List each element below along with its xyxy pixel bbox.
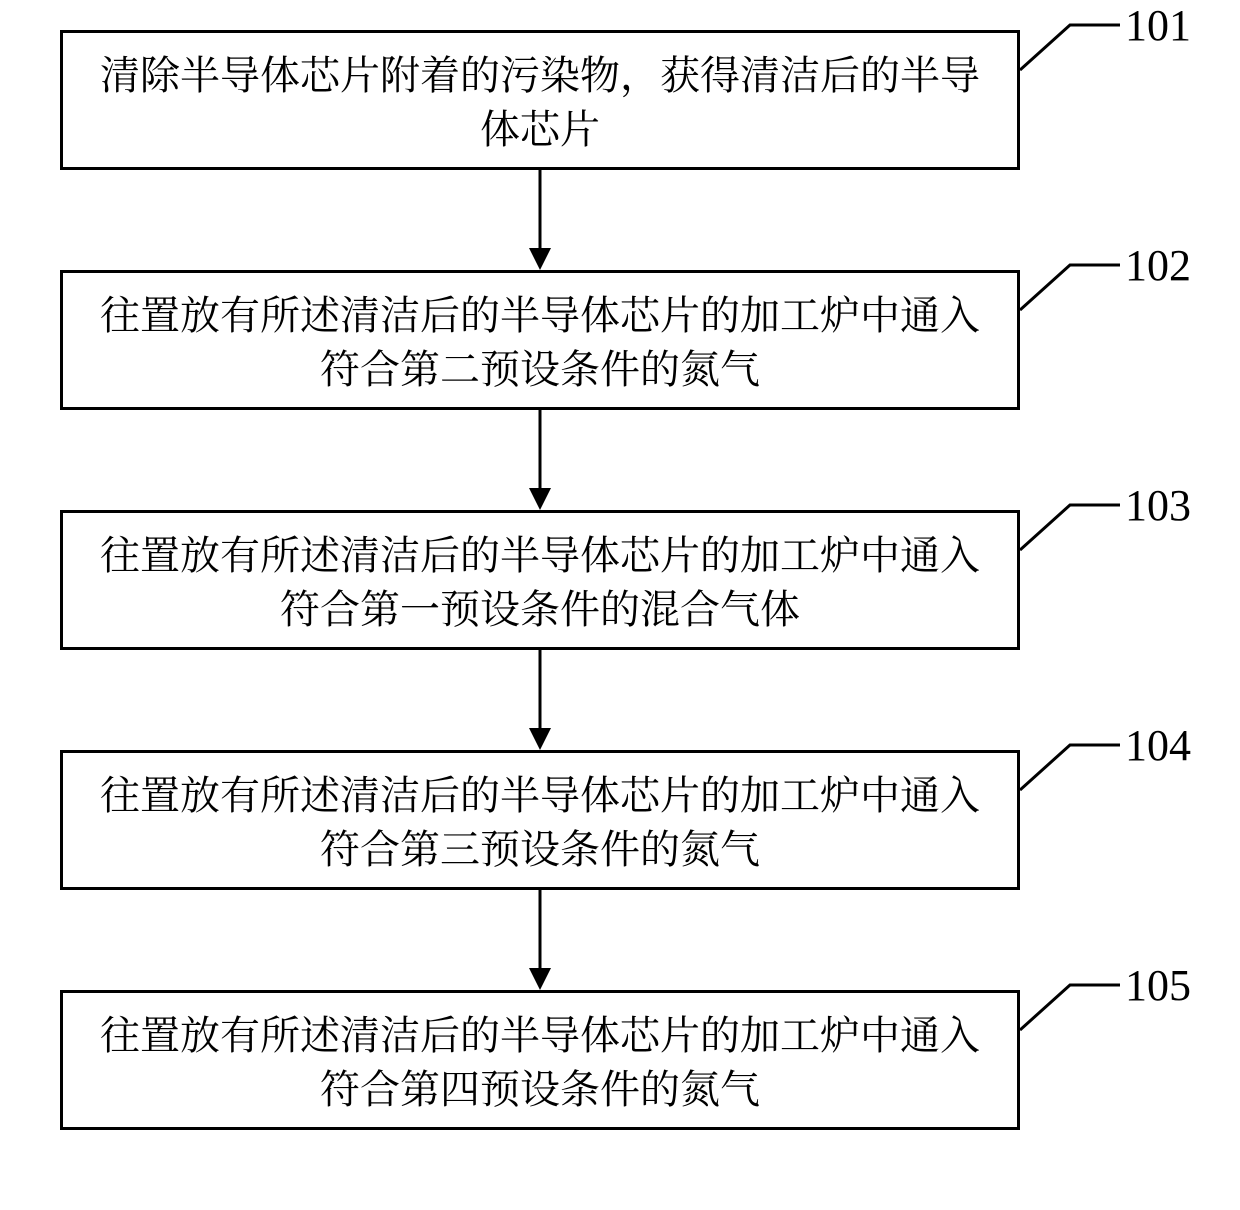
arrow-102-103 [520,410,560,510]
flow-step-101: 清除半导体芯片附着的污染物，获得清洁后的半导体芯片 [60,30,1020,170]
step-label-102: 102 [1125,240,1191,291]
flow-step-text: 往置放有所述清洁后的半导体芯片的加工炉中通入符合第四预设条件的氮气 [83,1006,997,1114]
arrow-104-105 [520,890,560,990]
flow-step-text: 往置放有所述清洁后的半导体芯片的加工炉中通入符合第三预设条件的氮气 [83,766,997,874]
flow-step-103: 往置放有所述清洁后的半导体芯片的加工炉中通入符合第一预设条件的混合气体 [60,510,1020,650]
flow-step-105: 往置放有所述清洁后的半导体芯片的加工炉中通入符合第四预设条件的氮气 [60,990,1020,1130]
flow-step-104: 往置放有所述清洁后的半导体芯片的加工炉中通入符合第三预设条件的氮气 [60,750,1020,890]
flowchart-canvas: 清除半导体芯片附着的污染物，获得清洁后的半导体芯片 往置放有所述清洁后的半导体芯… [0,0,1240,1210]
flow-step-text: 往置放有所述清洁后的半导体芯片的加工炉中通入符合第二预设条件的氮气 [83,286,997,394]
leader-102 [1020,260,1120,320]
flow-step-text: 往置放有所述清洁后的半导体芯片的加工炉中通入符合第一预设条件的混合气体 [83,526,997,634]
step-label-105: 105 [1125,960,1191,1011]
step-label-101: 101 [1125,0,1191,51]
step-label-104: 104 [1125,720,1191,771]
leader-103 [1020,500,1120,560]
leader-105 [1020,980,1120,1040]
leader-101 [1020,20,1120,80]
flow-step-102: 往置放有所述清洁后的半导体芯片的加工炉中通入符合第二预设条件的氮气 [60,270,1020,410]
arrow-101-102 [520,170,560,270]
arrow-103-104 [520,650,560,750]
flow-step-text: 清除半导体芯片附着的污染物，获得清洁后的半导体芯片 [83,46,997,154]
step-label-103: 103 [1125,480,1191,531]
leader-104 [1020,740,1120,800]
